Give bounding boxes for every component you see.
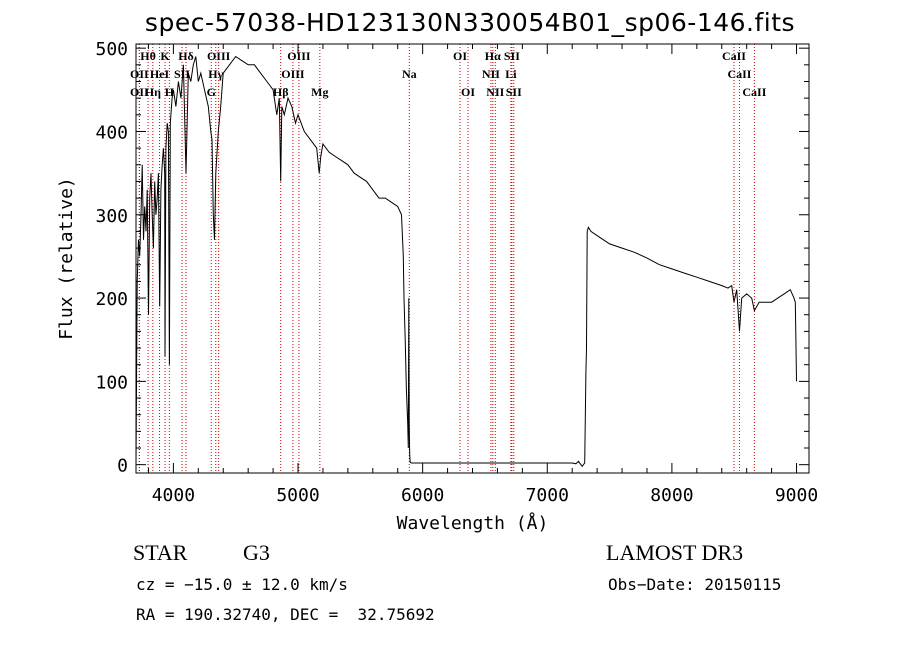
chart-title: spec-57038-HD123130N330054B01_sp06-146.f… [144,8,796,37]
line-marker-label: CaII [727,67,751,81]
line-marker-label: Na [402,67,417,81]
object-class: STAR [133,540,188,565]
redshift-cz: cz = −15.0 ± 12.0 km/s [136,575,348,594]
line-marker-label: OIII [287,49,311,63]
line-marker-label: Li [505,67,517,81]
line-marker-label: OI [453,49,467,63]
spectral-line-markers [138,44,755,473]
line-marker-label: Hη [145,85,161,99]
x-tick-label: 4000 [152,485,195,506]
line-marker-label: SII [504,49,520,63]
line-marker-label: NII [482,67,500,81]
spectrum-series-line [135,55,797,468]
line-marker-label: OIII [281,67,305,81]
x-tick-label: 5000 [276,485,319,506]
x-tick-label: 9000 [775,485,818,506]
line-marker-label: OII [130,85,149,99]
line-marker-label: CaII [742,85,766,99]
survey-name: LAMOST DR3 [606,540,744,565]
x-tick-label: 6000 [401,485,444,506]
line-marker-label: NII [486,85,504,99]
line-marker-label: Hα [485,49,501,63]
plot-frame [135,43,810,474]
y-tick-label: 100 [95,372,128,393]
line-marker-label: Hγ [208,67,223,81]
x-tick-label: 8000 [650,485,693,506]
line-marker-label: OI [461,85,475,99]
line-marker-label: Mg [311,85,328,99]
line-marker-label: CaII [722,49,746,63]
line-marker-label: OIII [207,49,231,63]
line-marker-label: Hθ [140,49,156,63]
y-tick-label: 0 [117,456,128,477]
line-marker-label: G [207,85,216,99]
y-axis-ticks: 0 100 200 300 400 500 [95,39,809,477]
x-tick-label: 7000 [526,485,569,506]
y-tick-label: 500 [95,39,128,60]
line-marker-label: OII [130,67,149,81]
line-marker-label: Hδ [178,49,194,63]
line-marker-label: H [165,85,175,99]
y-tick-label: 300 [95,206,128,227]
line-marker-label: Hβ [273,85,289,99]
y-tick-label: 400 [95,122,128,143]
line-marker-label: SII [174,67,190,81]
x-axis-ticks: 4000 5000 6000 7000 8000 9000 [147,44,818,506]
observation-date: Obs−Date: 20150115 [608,575,782,594]
x-axis-label: Wavelength (Å) [397,512,549,534]
line-marker-label: SII [506,85,522,99]
coordinates: RA = 190.32740, DEC = 32.75692 [136,605,435,624]
y-tick-label: 200 [95,289,128,310]
line-marker-label: HeI [150,67,170,81]
line-marker-label: K [160,49,170,63]
y-axis-label: Flux (relative) [56,177,77,340]
object-subclass: G3 [243,540,270,565]
